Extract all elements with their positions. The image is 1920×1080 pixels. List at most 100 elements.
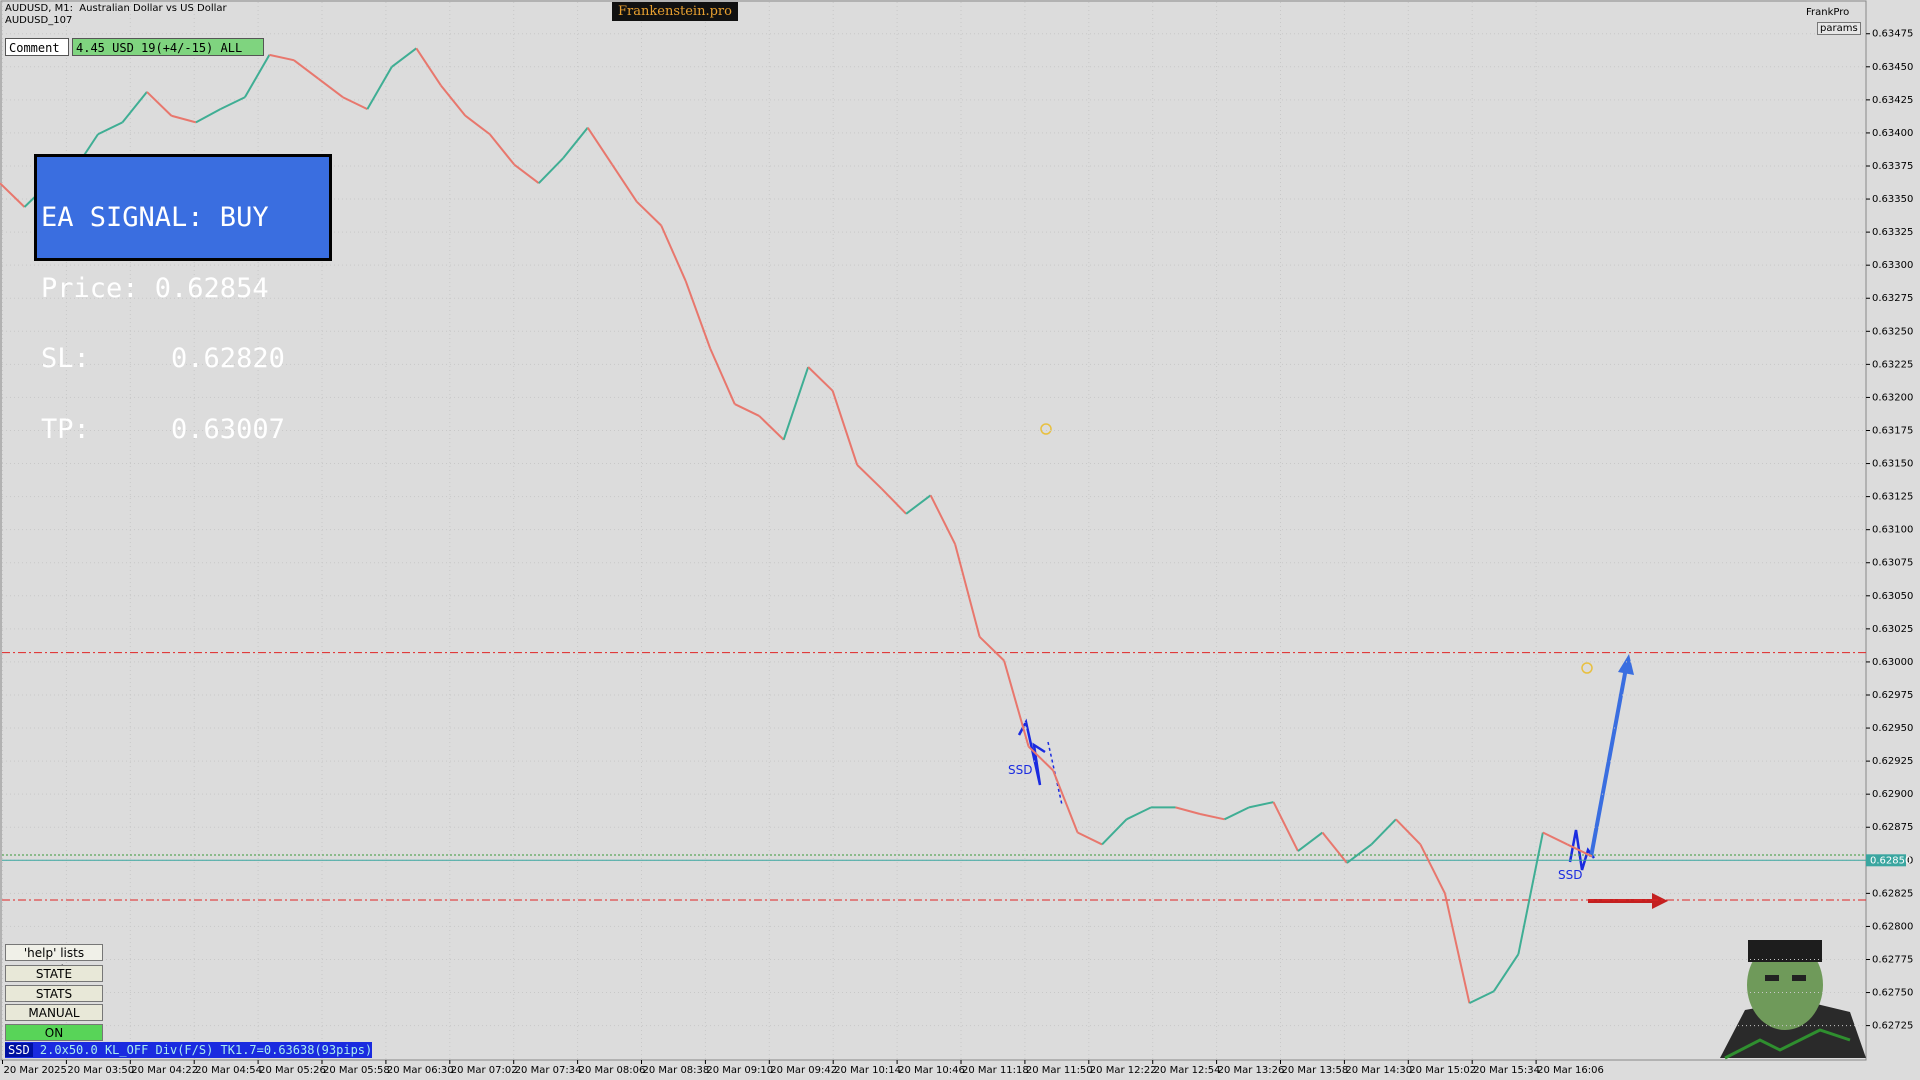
comment-label: Comment [5, 38, 69, 56]
price-segment [1027, 745, 1054, 772]
y-tick-label: 0.63375 [1872, 161, 1913, 172]
stats-button[interactable]: STATS [5, 985, 103, 1002]
price-segment [1297, 831, 1324, 852]
state-button[interactable]: STATE [5, 965, 103, 982]
y-tick-label: 0.63400 [1872, 128, 1913, 139]
y-tick-label: 0.63250 [1872, 326, 1913, 337]
price-segment [831, 390, 859, 466]
status-bar: SSD 2.0x50.0 KL_OFF Div(F/S) TK1.7=0.636… [5, 1042, 373, 1058]
price-segment [1443, 893, 1471, 1004]
x-tick-label: 20 Mar 12:54 [1154, 1065, 1221, 1076]
price-segment [1052, 770, 1079, 833]
y-tick-label: 0.63075 [1872, 558, 1913, 569]
price-segment [1493, 953, 1520, 992]
status-tag: SSD [5, 1043, 33, 1057]
price-segment [1566, 843, 1593, 858]
price-segment [734, 403, 760, 417]
signal-line: Price: 0.62854 [41, 272, 269, 304]
price-segment [586, 127, 614, 166]
x-tick-label: 20 Mar 13:26 [1218, 1065, 1285, 1076]
price-segment [709, 348, 736, 405]
on-button[interactable]: ON [5, 1024, 103, 1041]
signal-line: EA SIGNAL: BUY [41, 202, 269, 233]
price-segment [562, 127, 589, 159]
y-tick-label: 0.62975 [1872, 690, 1913, 701]
brand-name: FrankPro [1806, 7, 1850, 18]
price-segment [513, 163, 540, 184]
buy-arrow [1589, 667, 1628, 858]
params-button[interactable]: params [1817, 22, 1861, 35]
x-tick-label: 20 Mar 11:18 [962, 1065, 1029, 1076]
price-segment [1224, 806, 1250, 821]
price-segment [611, 164, 638, 203]
symbol-title: AUDUSD, M1: Australian Dollar vs US Doll… [5, 3, 227, 14]
x-tick-label: 20 Mar 04:22 [131, 1065, 198, 1076]
price-segment [684, 280, 712, 349]
y-tick-label: 0.63000 [1872, 657, 1913, 668]
x-tick-label: 20 Mar 13:58 [1282, 1065, 1349, 1076]
x-tick-label: 20 Mar 16:06 [1537, 1065, 1604, 1076]
x-tick-label: 20 Mar 09:10 [706, 1065, 773, 1076]
x-tick-label: 20 Mar 07:02 [451, 1065, 518, 1076]
brand-badge: Frankenstein.pro [612, 2, 738, 21]
y-tick-label: 0.62825 [1872, 888, 1913, 899]
y-tick-label: 0.63225 [1872, 359, 1913, 370]
x-tick-label: 20 Mar 09:42 [770, 1065, 837, 1076]
x-tick-label: 20 Mar 12:22 [1090, 1065, 1157, 1076]
signal-icon [1581, 662, 1593, 674]
price-segment [978, 636, 1005, 662]
price-segment [219, 96, 246, 111]
price-segment [489, 133, 516, 166]
x-tick-label: 20 Mar 15:34 [1473, 1065, 1540, 1076]
price-segment [856, 464, 883, 490]
price-segment [464, 114, 491, 136]
price-segment [929, 494, 957, 545]
x-tick-label: 20 Mar 05:58 [323, 1065, 390, 1076]
price-segment [807, 366, 834, 392]
signal-line: TP: 0.63007 [41, 413, 285, 445]
price-segment [293, 59, 319, 80]
comment-value: 4.45 USD 19(+4/-15) ALL [72, 38, 264, 56]
price-segment [1003, 660, 1030, 747]
x-tick-label: 20 Mar 11:50 [1026, 1065, 1093, 1076]
ea-signal-box: EA SIGNAL: BUY Price: 0.62854 SL: 0.6282… [34, 154, 332, 442]
price-segment [1175, 806, 1201, 815]
frankenstein-logo [1720, 940, 1866, 1060]
price-segment [0, 182, 26, 208]
price-segment [171, 114, 197, 124]
help-button[interactable]: 'help' lists cmds [5, 944, 103, 977]
sl-arrow-head [1652, 893, 1668, 909]
price-segment [782, 366, 810, 441]
y-tick-label: 0.63125 [1872, 492, 1913, 503]
x-tick-label: 20 Mar 2025 [4, 1065, 67, 1076]
y-tick-label: 0.62950 [1872, 723, 1913, 734]
price-segment [1272, 801, 1299, 852]
price-segment [121, 91, 148, 123]
status-text: 2.0x50.0 KL_OFF Div(F/S) TK1.7=0.63638(9… [39, 1043, 373, 1057]
x-tick-label: 20 Mar 08:38 [643, 1065, 710, 1076]
price-segment [538, 157, 564, 184]
price-segment [1346, 843, 1373, 864]
y-tick-label: 0.63350 [1872, 194, 1913, 205]
price-segment [1199, 813, 1225, 821]
x-tick-label: 20 Mar 05:26 [259, 1065, 326, 1076]
x-tick-label: 20 Mar 10:46 [898, 1065, 965, 1076]
x-tick-label: 20 Mar 04:54 [195, 1065, 262, 1076]
y-tick-label: 0.63175 [1872, 425, 1913, 436]
manual-button[interactable]: MANUAL [5, 1004, 103, 1021]
price-segment [660, 225, 687, 282]
y-tick-label: 0.62750 [1872, 988, 1913, 999]
x-tick-label: 20 Mar 10:14 [834, 1065, 901, 1076]
price-segment [146, 91, 173, 117]
y-tick-label: 0.63425 [1872, 95, 1913, 106]
y-tick-label: 0.62875 [1872, 822, 1913, 833]
price-segment [954, 543, 981, 638]
y-tick-label: 0.63200 [1872, 392, 1913, 403]
price-segment [317, 77, 344, 99]
price-segment [97, 121, 123, 136]
price-segment [1101, 818, 1128, 846]
price-segment [195, 108, 221, 124]
y-tick-label: 0.63025 [1872, 624, 1913, 635]
y-tick-label: 0.62775 [1872, 954, 1913, 965]
